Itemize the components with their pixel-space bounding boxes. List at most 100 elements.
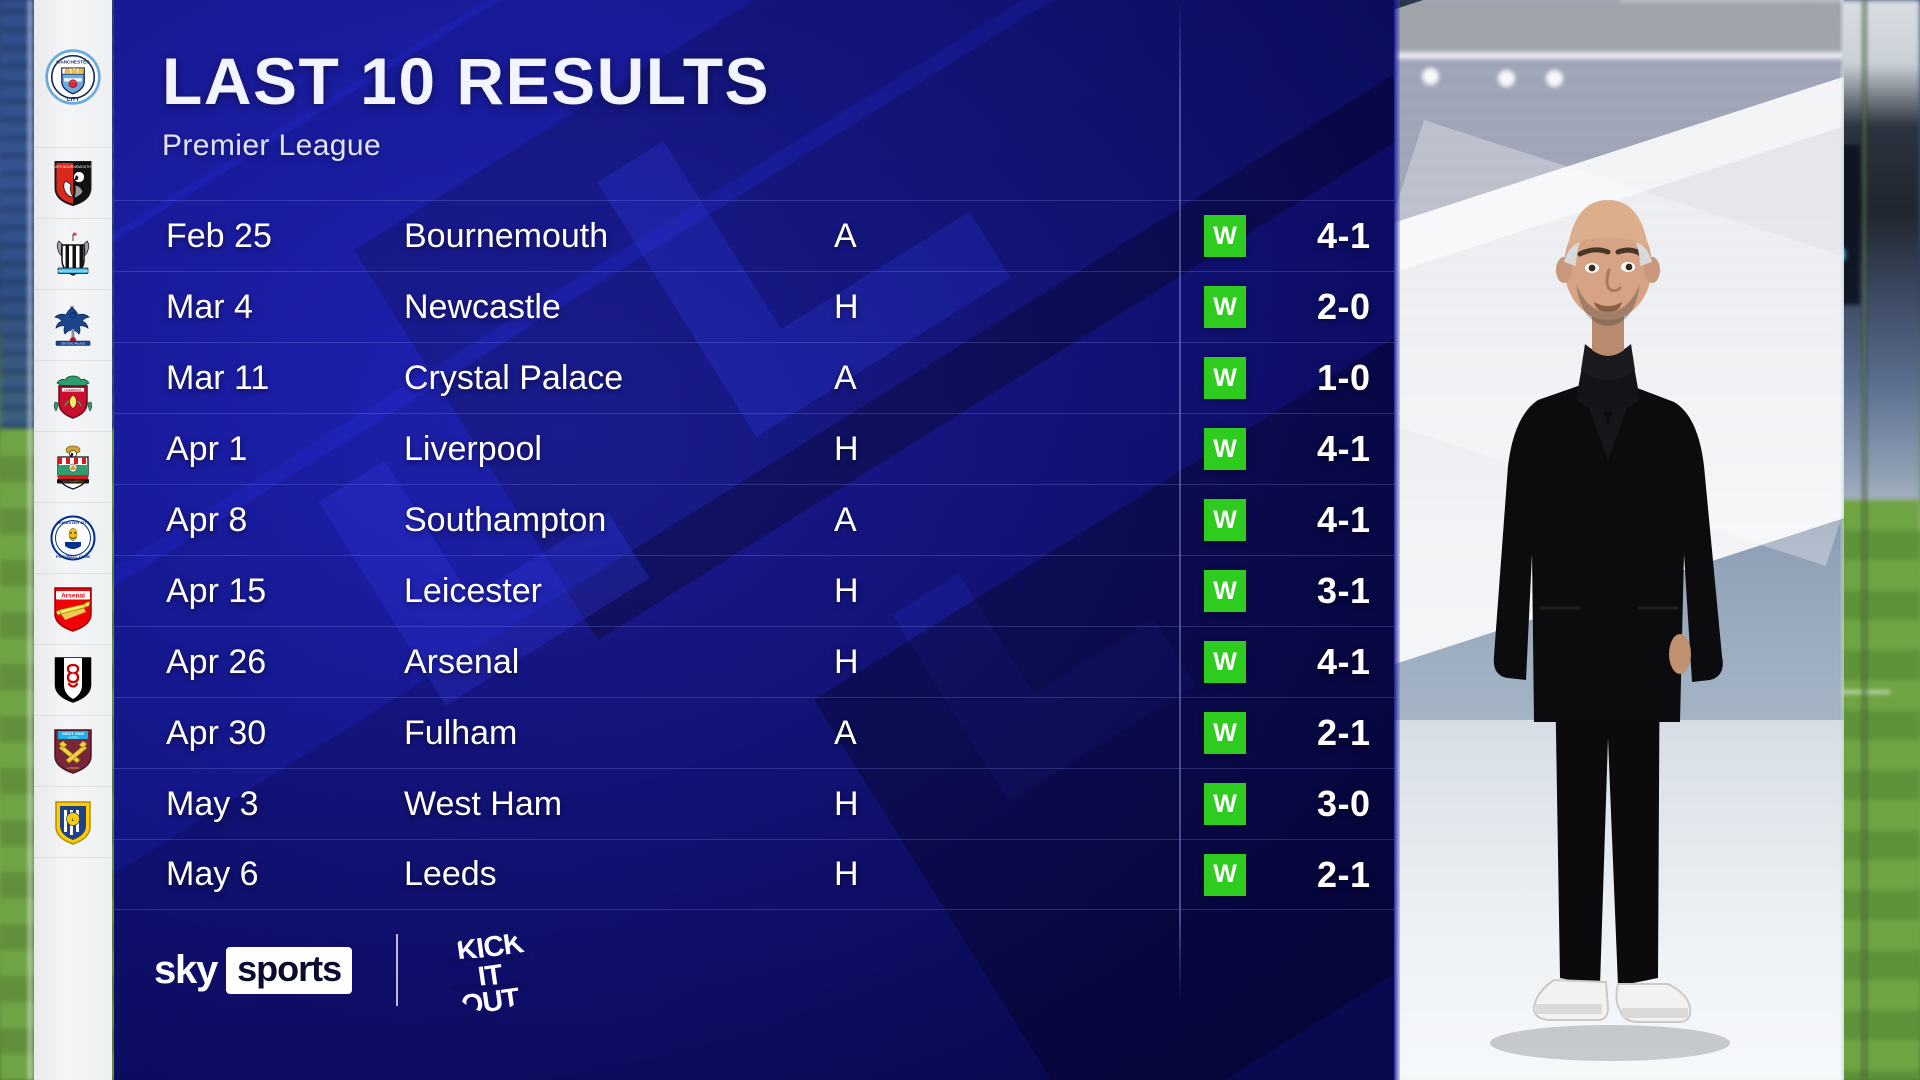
table-row[interactable]: Apr 30 Fulham A W 2-1 [114,697,1394,768]
crest-cell-west-ham: WEST HAM UNITED LONDON [34,716,112,787]
cell-venue: A [834,358,857,397]
glass-mullion-right-inner [1861,0,1868,1080]
cell-date: Feb 25 [166,216,272,255]
cell-date: Apr 1 [166,429,248,468]
table-row[interactable]: Mar 11 Crystal Palace A W 1-0 [114,342,1394,413]
sports-wordmark: sports [226,946,353,994]
cell-score: 2-0 [1317,286,1371,327]
cell-result: W [1179,712,1271,754]
club-crest-rail: MANCHESTER CITY AFC BOURNEMOUTH [34,0,112,1080]
cell-opponent: Leicester [404,571,542,610]
cell-venue: H [834,287,859,326]
status-badge: W [1204,712,1246,754]
cell-venue: H [834,571,859,610]
liverpool-crest-icon: LIVERPOOL [51,372,95,420]
svg-text:NEWCASTLE UNITED: NEWCASTLE UNITED [58,269,90,273]
cell-score: 4-1 [1317,641,1371,682]
cell-score: 1-0 [1317,357,1371,398]
crest-cell-arsenal: Arsenal [34,574,112,645]
table-row[interactable]: Feb 25 Bournemouth A W 4-1 [114,200,1394,271]
leeds-crest-icon: L [53,799,93,845]
cell-date: Apr 26 [166,642,267,681]
sky-sports-logo: sky sports [154,946,353,994]
crest-cell-newcastle: NEWCASTLE UNITED [34,219,112,290]
panel-vignette [114,0,1394,1080]
kick-it-out-logo-icon: KICK IT OUT [442,922,538,1018]
crest-cell-leicester: LEICESTER CITY FOOTBALL CLUB [34,503,112,574]
cell-date: Apr 15 [166,571,267,610]
status-badge: W [1204,215,1246,257]
table-row[interactable]: Apr 15 Leicester H W 3-1 [114,555,1394,626]
cell-date: Mar 4 [166,287,253,326]
table-row[interactable]: May 6 Leeds H W 2-1 [114,839,1394,910]
panel-background [114,0,1394,1080]
crest-cell-crystal-palace: CRYSTAL PALACE [34,290,112,361]
west-ham-crest-icon: WEST HAM UNITED LONDON [52,727,94,775]
crystal-palace-crest-icon: CRYSTAL PALACE [49,303,97,347]
cell-venue: A [834,216,857,255]
cell-date: Mar 11 [166,358,270,397]
cell-score: 4-1 [1317,428,1371,469]
cell-result: W [1179,428,1271,470]
bournemouth-crest-icon: AFC BOURNEMOUTH [53,160,93,206]
manager-panel [1394,0,1844,1080]
status-badge: W [1204,783,1246,825]
cell-opponent: Newcastle [404,287,561,326]
leicester-crest-icon: LEICESTER CITY FOOTBALL CLUB [50,515,96,561]
svg-text:FOOTBALL CLUB: FOOTBALL CLUB [56,554,90,559]
cell-result: W [1179,570,1271,612]
cell-result: W [1179,499,1271,541]
status-badge: W [1204,853,1246,896]
cell-opponent: West Ham [404,784,563,823]
panel-header: LAST 10 RESULTS Premier League [162,48,770,163]
svg-text:UNITED: UNITED [67,736,79,740]
crest-cell-manchester-city: MANCHESTER CITY [34,6,112,148]
svg-text:MANCHESTER: MANCHESTER [56,59,90,65]
crest-cell-liverpool: LIVERPOOL [34,361,112,432]
status-badge: W [1204,357,1246,399]
table-row[interactable]: Apr 26 Arsenal H W 4-1 [114,626,1394,697]
table-row[interactable]: Apr 1 Liverpool H W 4-1 [114,413,1394,484]
cell-venue: H [834,855,859,893]
column-divider [1179,0,1181,1000]
cell-venue: A [834,500,857,539]
fulham-crest-icon [53,656,93,704]
cell-result: W [1179,783,1271,825]
cell-score: 2-1 [1317,712,1371,753]
panel-edge-left [1394,0,1400,1080]
cell-opponent: Southampton [404,500,607,539]
svg-text:LIVERPOOL: LIVERPOOL [64,388,82,392]
logo-divider [396,934,399,1006]
arsenal-crest-icon: Arsenal [52,585,94,633]
sky-wordmark: sky [154,948,218,992]
table-row[interactable]: Mar 4 Newcastle H W 2-0 [114,271,1394,342]
svg-text:Arsenal: Arsenal [61,593,85,600]
table-row[interactable]: May 3 West Ham H W 3-0 [114,768,1394,839]
cell-date: May 3 [166,784,259,823]
svg-text:AFC BOURNEMOUTH: AFC BOURNEMOUTH [55,165,91,169]
svg-text:CRYSTAL PALACE: CRYSTAL PALACE [61,342,85,346]
svg-text:L: L [72,817,75,822]
cell-venue: H [834,784,859,823]
table-row[interactable]: Apr 8 Southampton A W 4-1 [114,484,1394,555]
panel-edge-right [1840,0,1844,1080]
cell-score: 4-1 [1317,215,1371,256]
crest-cell-fulham [34,645,112,716]
newcastle-crest-icon: NEWCASTLE UNITED [52,231,94,277]
cell-venue: H [834,429,859,468]
svg-text:CITY: CITY [67,97,80,103]
svg-text:LONDON: LONDON [67,766,79,770]
status-badge: W [1204,286,1246,328]
cell-opponent: Arsenal [404,642,520,681]
manchester-city-crest-icon: MANCHESTER CITY [45,48,101,105]
crest-cell-southampton: SOUTHAMPTON [34,432,112,503]
cell-date: Apr 30 [166,713,267,752]
status-badge: W [1204,570,1246,612]
svg-text:LEICESTER CITY: LEICESTER CITY [57,520,90,525]
manager-photo [1442,138,1772,1068]
status-badge: W [1204,641,1246,683]
cell-score: 4-1 [1317,499,1371,540]
cell-result: W [1179,641,1271,683]
cell-date: Apr 8 [166,500,248,539]
cell-date: May 6 [166,855,259,893]
